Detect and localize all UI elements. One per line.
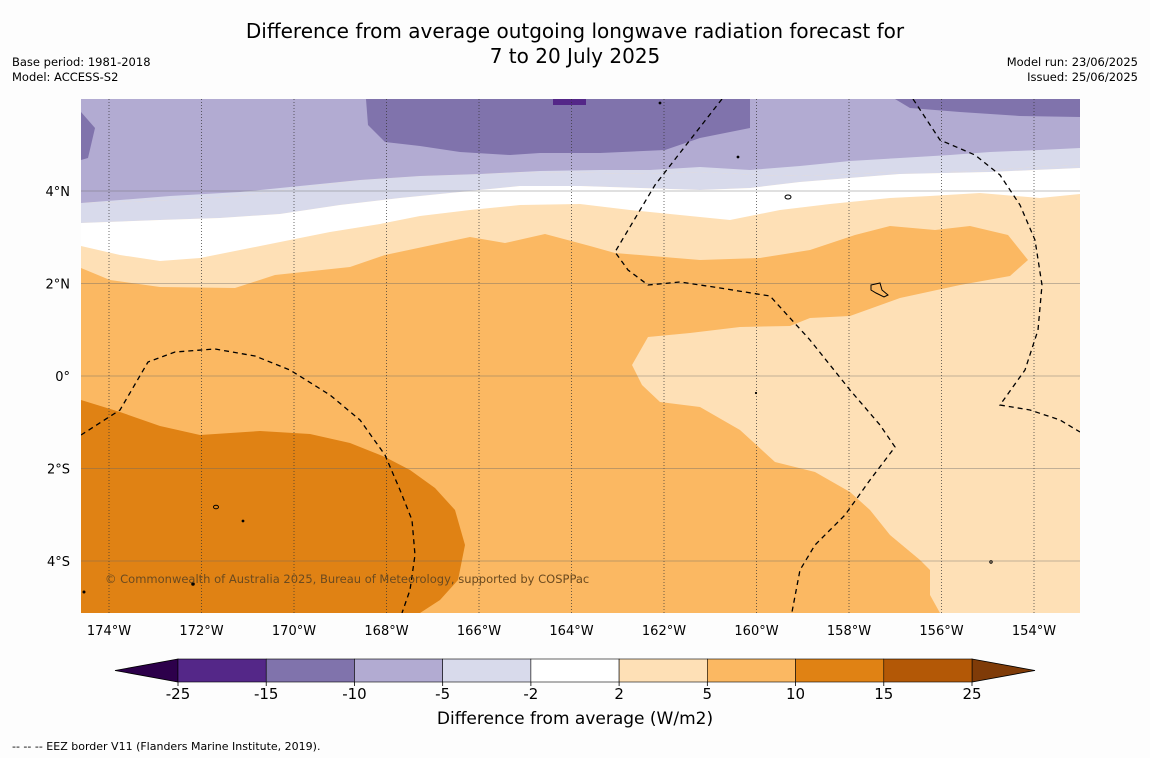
island-2: [870, 282, 889, 298]
lon-label: 156°W: [919, 624, 963, 639]
field-neg5-to-neg2-lower: [81, 165, 1080, 223]
copyright-text: © Commonwealth of Australia 2025, Bureau…: [105, 572, 589, 586]
lon-label: 158°W: [827, 624, 871, 639]
lon-label: 160°W: [734, 624, 778, 639]
islands: [82, 101, 993, 594]
footnote: -- -- -- EEZ border V11 (Flanders Marine…: [12, 740, 321, 753]
island-7: [736, 155, 740, 159]
colorbar-over-extend: [971, 658, 1036, 683]
lon-label: 170°W: [272, 624, 316, 639]
island-10: [82, 590, 86, 594]
colorbar-swatch: [795, 658, 885, 683]
issued-date: Issued: 25/06/2025: [1027, 70, 1138, 84]
colorbar-swatch: [354, 658, 443, 683]
lon-label: 164°W: [549, 624, 593, 639]
colorbar-tick-label: -2: [523, 685, 538, 700]
map-figure: © Commonwealth of Australia 2025, Bureau…: [46, 99, 1080, 700]
colorbar-tick-label: -5: [435, 685, 450, 700]
lon-label: 162°W: [642, 624, 686, 639]
lat-label: 4°S: [47, 555, 70, 570]
colorbar: -25 -15 -10 -5 -2 2 5 10 15 25: [114, 658, 1036, 700]
lat-label: 2°S: [47, 463, 70, 478]
colorbar-tick-label: 2: [614, 685, 624, 700]
lat-label: 2°N: [46, 278, 71, 293]
colorbar-under-extend: [114, 658, 179, 683]
lon-label: 168°W: [364, 624, 408, 639]
gridlines: [81, 99, 1080, 613]
model-run: Model run: 23/06/2025: [1006, 55, 1138, 69]
lon-label: 154°W: [1012, 624, 1056, 639]
latitude-labels: 4°N 2°N 0° 2°S 4°S: [46, 185, 71, 570]
colorbar-swatch: [442, 658, 532, 683]
colorbar-tick-label: 15: [874, 685, 893, 700]
lat-label: 0°: [55, 370, 70, 385]
lat-label: 4°N: [46, 185, 71, 200]
field-neg15-to-neg10-west: [81, 112, 95, 160]
field-10-to-15: [81, 400, 465, 613]
colorbar-tick-label: 25: [962, 685, 981, 700]
island-8: [989, 560, 993, 564]
eez-borders: [81, 99, 1080, 613]
colorbar-swatch: [707, 658, 796, 683]
field-neg15-to-neg10-center: [366, 99, 750, 155]
colorbar-tick-label: 10: [786, 685, 805, 700]
eez-border-center: [614, 99, 896, 613]
meta-left: Base period: 1981-2018 Model: ACCESS-S2: [12, 55, 151, 85]
lon-label: 166°W: [457, 624, 501, 639]
colorbar-swatch: [177, 658, 267, 683]
colorbar-tick-label: -15: [254, 685, 279, 700]
island-5: [191, 582, 195, 586]
island-1: [784, 194, 792, 200]
colorbar-swatch: [883, 658, 973, 683]
field-neg15-to-neg10-east: [895, 99, 1080, 117]
colorbar-tick-label: -25: [166, 685, 191, 700]
title-line-2: 7 to 20 July 2025: [489, 44, 661, 68]
colorbar-label: Difference from average (W/m2): [436, 709, 714, 729]
field-neg25-to-neg15: [553, 99, 586, 105]
island-9: [754, 391, 758, 395]
colorbar-swatch: [530, 658, 620, 683]
island-4: [241, 519, 245, 523]
base-period: Base period: 1981-2018: [12, 55, 151, 69]
colorbar-swatch: [265, 658, 355, 683]
lon-label: 172°W: [179, 624, 223, 639]
island-6: [658, 101, 662, 105]
island-3: [213, 504, 219, 510]
title-line-1: Difference from average outgoing longwav…: [245, 19, 905, 43]
model-name: Model: ACCESS-S2: [12, 70, 119, 84]
contour-fields: © Commonwealth of Australia 2025, Bureau…: [81, 99, 1080, 613]
lon-label: 174°W: [87, 624, 131, 639]
colorbar-tick-label: -10: [342, 685, 367, 700]
meta-right: Model run: 23/06/2025 Issued: 25/06/2025: [1007, 55, 1138, 85]
eez-border-west: [81, 348, 416, 613]
colorbar-tick-label: 5: [703, 685, 713, 700]
colorbar-swatch: [618, 658, 708, 683]
chart-title: Difference from average outgoing longwav…: [0, 19, 1150, 69]
eez-border-east: [912, 99, 1080, 433]
longitude-labels: 174°W 172°W 170°W 168°W 166°W 164°W 162°W 160°W…: [87, 624, 1056, 639]
